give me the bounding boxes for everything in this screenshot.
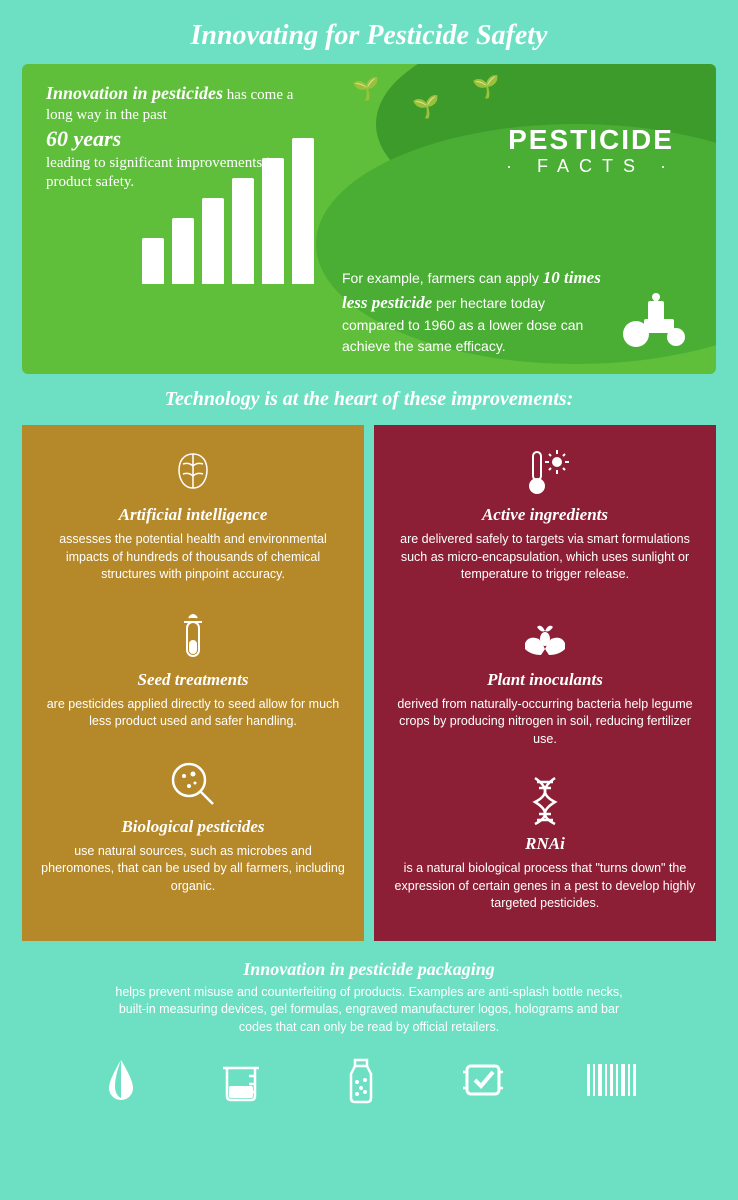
footer-desc: helps prevent misuse and counterfeiting … — [109, 984, 629, 1037]
bar — [232, 178, 254, 284]
tech-item-plant: Plant inoculants derived from naturally-… — [392, 610, 698, 749]
tech-desc: derived from naturally-occurring bacteri… — [392, 696, 698, 749]
tech-item-rnai: RNAi is a natural biological process tha… — [392, 774, 698, 913]
tech-subtitle: Technology is at the heart of these impr… — [0, 374, 738, 425]
bar-chart — [142, 138, 314, 284]
sprout-icon — [352, 76, 376, 106]
tech-title: Plant inoculants — [392, 670, 698, 690]
footer-title: Innovation in pesticide packaging — [22, 959, 716, 980]
tube-icon — [40, 610, 346, 664]
logo-line1: PESTICIDE — [506, 124, 676, 156]
logo-line2: · FACTS · — [506, 156, 676, 177]
tech-title: Active ingredients — [392, 505, 698, 525]
dna-icon — [392, 774, 698, 828]
tech-item-bio: Biological pesticides use natural source… — [40, 757, 346, 896]
hands-icon — [392, 610, 698, 664]
hero-left-em: Innovation in pesticides — [46, 83, 223, 103]
tech-grid: Artificial intelligence assesses the pot… — [22, 425, 716, 941]
bottle-icon — [341, 1056, 381, 1104]
tech-item-ai: Artificial intelligence assesses the pot… — [40, 445, 346, 584]
beaker-icon — [219, 1058, 263, 1102]
check-icon — [459, 1058, 507, 1102]
barcode-icon — [585, 1060, 637, 1100]
thermo-icon — [392, 445, 698, 499]
bar — [262, 158, 284, 284]
footer-icons-row — [22, 1056, 716, 1104]
footer-section: Innovation in pesticide packaging helps … — [22, 959, 716, 1105]
tech-desc: are delivered safely to targets via smar… — [392, 531, 698, 584]
tractor-icon — [616, 289, 696, 349]
bar — [292, 138, 314, 284]
hero-left-big: 60 years — [46, 126, 121, 151]
magnify-icon — [40, 757, 346, 811]
tech-col-left: Artificial intelligence assesses the pot… — [22, 425, 364, 941]
drop-icon — [101, 1056, 141, 1104]
tech-desc: assesses the potential health and enviro… — [40, 531, 346, 584]
hero-right-text: For example, farmers can apply 10 times … — [342, 266, 602, 356]
tech-desc: is a natural biological process that "tu… — [392, 860, 698, 913]
pesticide-facts-logo: PESTICIDE · FACTS · — [506, 124, 676, 177]
hero-panel: Innovation in pesticides has come a long… — [22, 64, 716, 374]
page-title: Innovating for Pesticide Safety — [0, 0, 738, 64]
bar — [142, 238, 164, 284]
tech-desc: use natural sources, such as microbes an… — [40, 843, 346, 896]
sprout-icon — [412, 94, 436, 124]
tech-desc: are pesticides applied directly to seed … — [40, 696, 346, 731]
tech-item-seed: Seed treatments are pesticides applied d… — [40, 610, 346, 731]
hero-right-pre: For example, farmers can apply — [342, 270, 539, 286]
brain-icon — [40, 445, 346, 499]
tech-title: Biological pesticides — [40, 817, 346, 837]
bar — [172, 218, 194, 284]
tech-title: Artificial intelligence — [40, 505, 346, 525]
tech-title: Seed treatments — [40, 670, 346, 690]
sprout-icon — [472, 74, 496, 104]
tech-item-active: Active ingredients are delivered safely … — [392, 445, 698, 584]
tech-title: RNAi — [392, 834, 698, 854]
tech-col-right: Active ingredients are delivered safely … — [374, 425, 716, 941]
bar — [202, 198, 224, 284]
